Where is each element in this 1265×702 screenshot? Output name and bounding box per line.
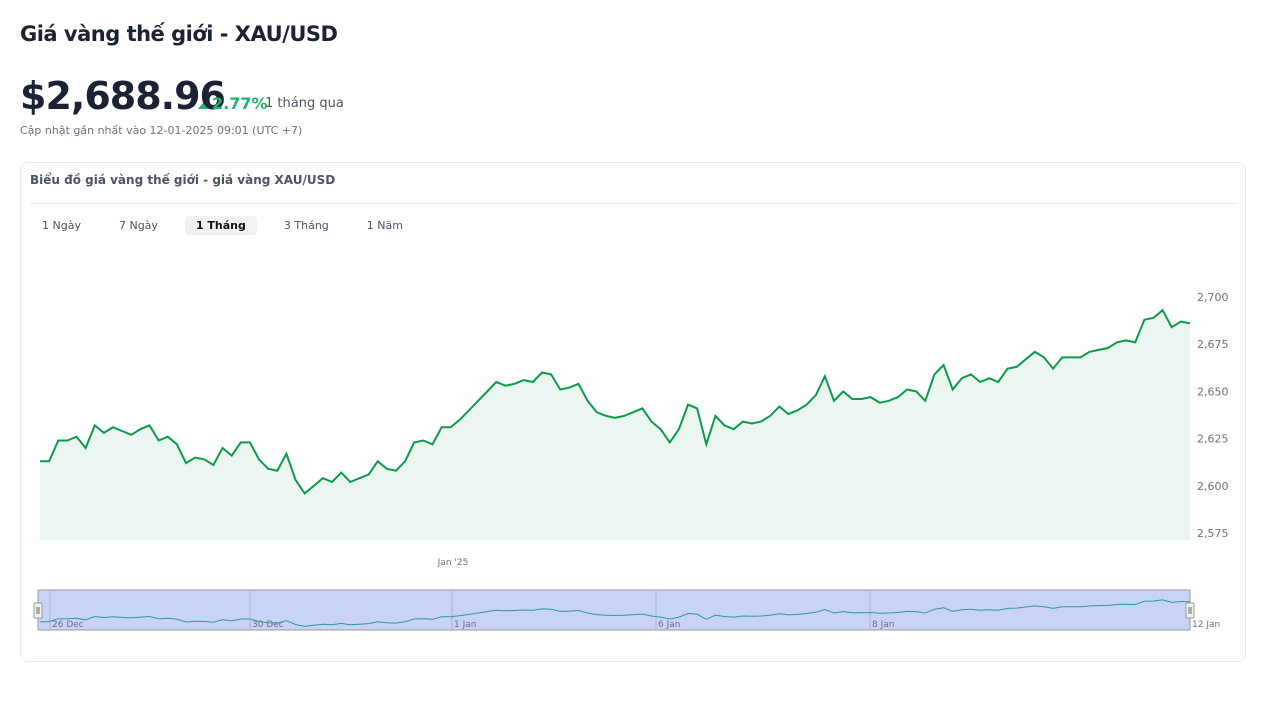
tab-7-days[interactable]: 7 Ngày: [118, 219, 158, 232]
change-percent: 2.77%: [212, 94, 268, 113]
range-tabs: 1 Ngày 7 Ngày 1 Tháng 3 Tháng 1 Năm: [31, 216, 430, 235]
y-tick-label: 2,575: [1197, 527, 1229, 540]
navigator-tick-label: 30 Dec: [252, 620, 284, 630]
navigator-left-handle[interactable]: [33, 602, 43, 619]
change-period: 1 tháng qua: [265, 96, 344, 111]
navigator-window: [37, 589, 1191, 631]
y-tick-label: 2,675: [1197, 338, 1229, 351]
navigator-tick-label: 12 Jan: [1192, 620, 1220, 630]
last-updated: Cập nhật gần nhất vào 12-01-2025 09:01 (…: [20, 124, 303, 137]
tab-1-day[interactable]: 1 Ngày: [42, 219, 81, 232]
chart-card: Biểu đồ giá vàng thế giới - giá vàng XAU…: [20, 162, 1246, 662]
navigator-line: [40, 599, 1191, 627]
navigator-tick-label: 26 Dec: [52, 620, 84, 630]
y-tick-label: 2,700: [1197, 291, 1229, 304]
current-price: $2,688.96: [20, 74, 226, 118]
tab-1-month[interactable]: 1 Tháng: [184, 216, 257, 235]
price-line: [40, 308, 1191, 495]
y-tick-label: 2,650: [1197, 385, 1229, 398]
tab-1-year[interactable]: 1 Năm: [366, 219, 403, 232]
tab-3-months[interactable]: 3 Tháng: [283, 219, 329, 232]
divider: [30, 203, 1237, 204]
page-title: Giá vàng thế giới - XAU/USD: [20, 22, 338, 46]
price-change: 2.77%: [198, 94, 268, 113]
x-tick-label: Jan '25: [437, 558, 469, 568]
up-arrow-icon: [198, 102, 208, 109]
navigator-right-handle[interactable]: [1185, 602, 1195, 619]
price-area: [40, 310, 1190, 540]
chart-title: Biểu đồ giá vàng thế giới - giá vàng XAU…: [30, 173, 336, 187]
y-tick-label: 2,625: [1197, 433, 1229, 446]
navigator-tick-label: 1 Jan: [454, 620, 476, 630]
navigator-tick-label: 6 Jan: [658, 620, 680, 630]
navigator-tick-label: 8 Jan: [872, 620, 894, 630]
y-tick-label: 2,600: [1197, 480, 1229, 493]
